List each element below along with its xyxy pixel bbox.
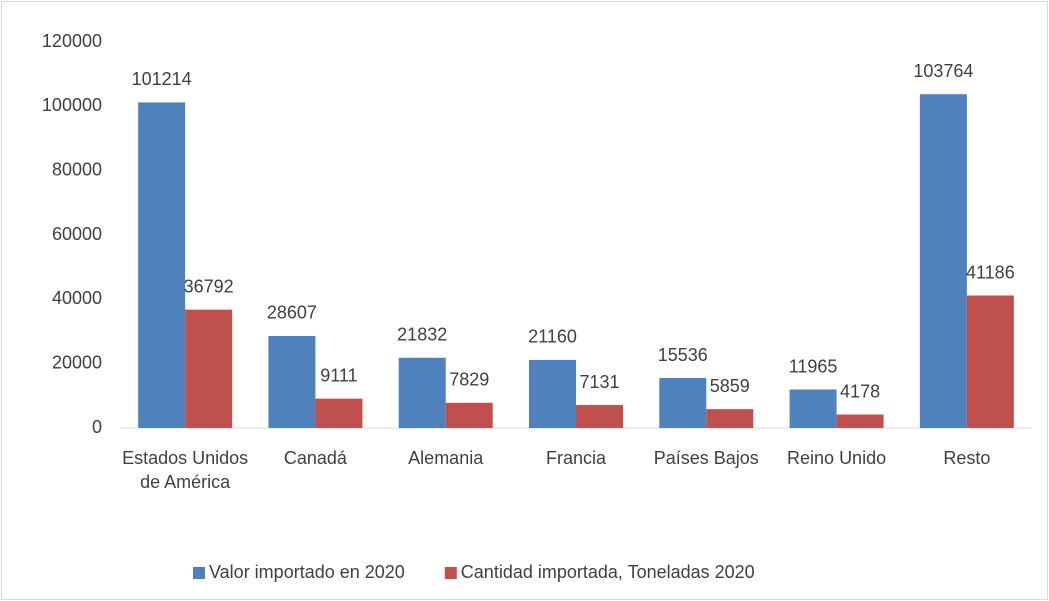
- bar: [445, 402, 493, 428]
- bar: [576, 405, 623, 428]
- x-tick-label: Resto: [943, 448, 991, 468]
- legend-label: Cantidad importada, Toneladas 2020: [461, 562, 755, 582]
- bar: [789, 389, 837, 428]
- bar: [138, 102, 186, 429]
- legend-swatch: [444, 567, 457, 579]
- data-label: 5859: [710, 376, 750, 396]
- x-tick-label: Reino Unido: [787, 448, 887, 468]
- data-label: 101214: [132, 69, 192, 89]
- y-tick-label: 60000: [52, 224, 102, 244]
- data-label: 36792: [184, 276, 234, 296]
- y-tick-label: 40000: [52, 288, 102, 308]
- bar: [966, 295, 1014, 428]
- data-label: 7131: [579, 372, 619, 392]
- x-tick-label: Canadá: [283, 448, 347, 468]
- data-label: 7829: [449, 370, 489, 390]
- legend-swatch: [193, 567, 205, 579]
- bar: [836, 414, 884, 428]
- bar: [706, 409, 754, 428]
- bar: [315, 398, 363, 428]
- y-tick-label: 0: [92, 417, 102, 437]
- x-tick-label: Alemania: [408, 448, 484, 468]
- bar: [268, 335, 316, 428]
- bar: [185, 309, 233, 428]
- data-label: 9111: [320, 365, 357, 385]
- data-label: 11965: [789, 356, 838, 376]
- data-label: 21160: [528, 327, 577, 347]
- y-tick-label: 80000: [52, 159, 102, 179]
- bar: [529, 359, 576, 428]
- y-tick-label: 20000: [52, 352, 102, 372]
- data-label: 4178: [840, 381, 880, 401]
- data-label: 28607: [267, 303, 317, 323]
- bar: [919, 94, 967, 428]
- legend-label: Valor importado en 2020: [209, 562, 405, 582]
- data-label: 21832: [397, 325, 447, 345]
- x-tick-label: Francia: [545, 448, 606, 468]
- y-tick-label: 120000: [42, 31, 102, 51]
- bar: [659, 378, 707, 428]
- data-label: 103764: [913, 61, 973, 81]
- x-tick-label: Estados Unidos de América: [122, 448, 249, 492]
- y-tick-label: 100000: [42, 95, 102, 115]
- x-tick-label: Países Bajos: [653, 448, 759, 468]
- bar: [398, 357, 446, 428]
- data-label: 15536: [658, 345, 708, 365]
- data-label: 41186: [966, 262, 1015, 282]
